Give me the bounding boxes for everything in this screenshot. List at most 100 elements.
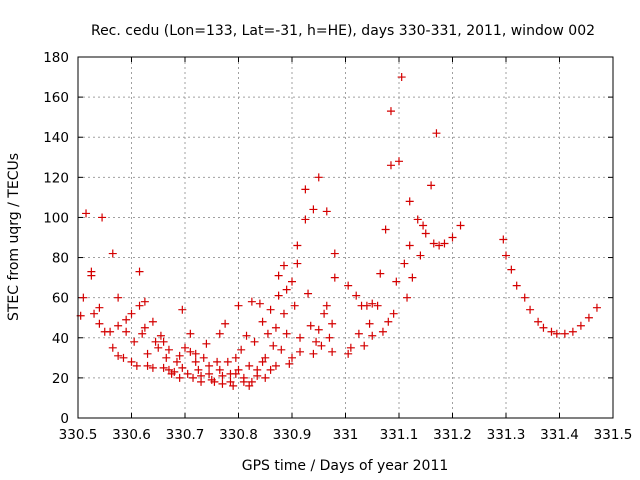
data-point	[539, 323, 548, 332]
data-point	[368, 331, 377, 340]
y-tick-label: 120	[43, 170, 69, 186]
data-point	[547, 327, 556, 336]
data-point	[386, 161, 395, 170]
x-tick-label: 330.6	[112, 427, 151, 443]
data-point	[271, 323, 280, 332]
plot-frame	[77, 56, 614, 419]
data-point	[183, 369, 192, 378]
x-tick-label: 330.8	[219, 427, 258, 443]
data-point	[325, 333, 334, 342]
data-point	[282, 285, 291, 294]
x-tick-label: 331.1	[380, 427, 419, 443]
grid-layer	[78, 57, 613, 418]
data-point	[352, 291, 361, 300]
data-point	[221, 319, 230, 328]
data-point	[132, 361, 141, 370]
data-point	[114, 321, 123, 330]
data-point	[205, 369, 214, 378]
data-point	[122, 315, 131, 324]
data-point	[239, 377, 248, 386]
data-point	[181, 343, 189, 352]
data-point	[568, 327, 577, 336]
y-tick-label: 40	[52, 331, 69, 347]
data-point	[79, 293, 88, 302]
data-point	[250, 337, 259, 346]
y-tick-label: 0	[60, 411, 69, 427]
data-point	[403, 293, 412, 302]
data-point	[274, 271, 283, 280]
data-point	[191, 349, 200, 358]
data-point	[197, 377, 206, 386]
x-tick-label: 330.7	[166, 427, 205, 443]
data-point	[164, 365, 173, 374]
data-point	[362, 301, 371, 310]
data-point	[231, 353, 240, 362]
data-point	[309, 205, 318, 214]
data-point	[293, 241, 302, 250]
data-point	[427, 181, 436, 190]
data-point	[322, 301, 331, 310]
x-tick-label: 330.5	[59, 427, 98, 443]
x-tick-label: 331	[333, 427, 359, 443]
data-point	[576, 321, 585, 330]
data-point	[189, 373, 198, 382]
data-point	[288, 353, 296, 362]
data-point	[127, 309, 136, 318]
data-point	[304, 289, 313, 298]
data-point	[499, 235, 508, 244]
data-point	[301, 215, 310, 224]
data-point	[365, 319, 374, 328]
data-point	[296, 333, 305, 342]
data-point	[416, 251, 425, 260]
data-point	[234, 365, 243, 374]
data-point	[392, 277, 401, 286]
data-point	[266, 365, 275, 374]
data-point	[282, 329, 291, 338]
data-point	[312, 337, 321, 346]
data-point	[159, 363, 168, 372]
data-point	[386, 107, 395, 116]
data-point	[175, 373, 184, 382]
data-point	[314, 173, 323, 182]
data-point	[140, 323, 149, 332]
data-point	[261, 353, 270, 362]
data-point	[186, 329, 195, 338]
data-point	[395, 157, 403, 166]
y-axis-title: STEC from uqrg / TECUs	[6, 153, 22, 321]
data-point	[560, 329, 569, 338]
data-point	[373, 301, 382, 310]
y-tick-label: 140	[43, 130, 69, 146]
data-point	[288, 277, 296, 286]
data-point	[108, 249, 117, 258]
data-point	[344, 349, 353, 358]
data-points	[76, 73, 601, 390]
data-point	[202, 339, 211, 348]
data-point	[191, 357, 200, 366]
data-point	[229, 381, 238, 390]
data-point	[148, 317, 157, 326]
data-point	[309, 349, 318, 358]
data-point	[378, 327, 387, 336]
data-point	[507, 265, 516, 274]
data-point	[127, 357, 136, 366]
data-point	[237, 345, 246, 354]
x-tick-label: 331.2	[433, 427, 472, 443]
data-point	[194, 365, 203, 374]
data-point	[151, 337, 160, 346]
data-point	[213, 357, 222, 366]
data-point	[175, 351, 184, 360]
data-point	[170, 367, 179, 376]
data-point	[512, 281, 521, 290]
data-point	[98, 213, 107, 222]
data-point	[87, 271, 96, 280]
data-point	[290, 301, 299, 310]
data-point	[218, 371, 227, 380]
data-point	[122, 327, 131, 336]
data-point	[330, 249, 339, 258]
data-point	[178, 305, 187, 314]
data-point	[552, 329, 561, 338]
data-point	[247, 297, 256, 306]
data-point	[156, 331, 165, 340]
data-point	[330, 273, 339, 282]
data-point	[119, 353, 128, 362]
